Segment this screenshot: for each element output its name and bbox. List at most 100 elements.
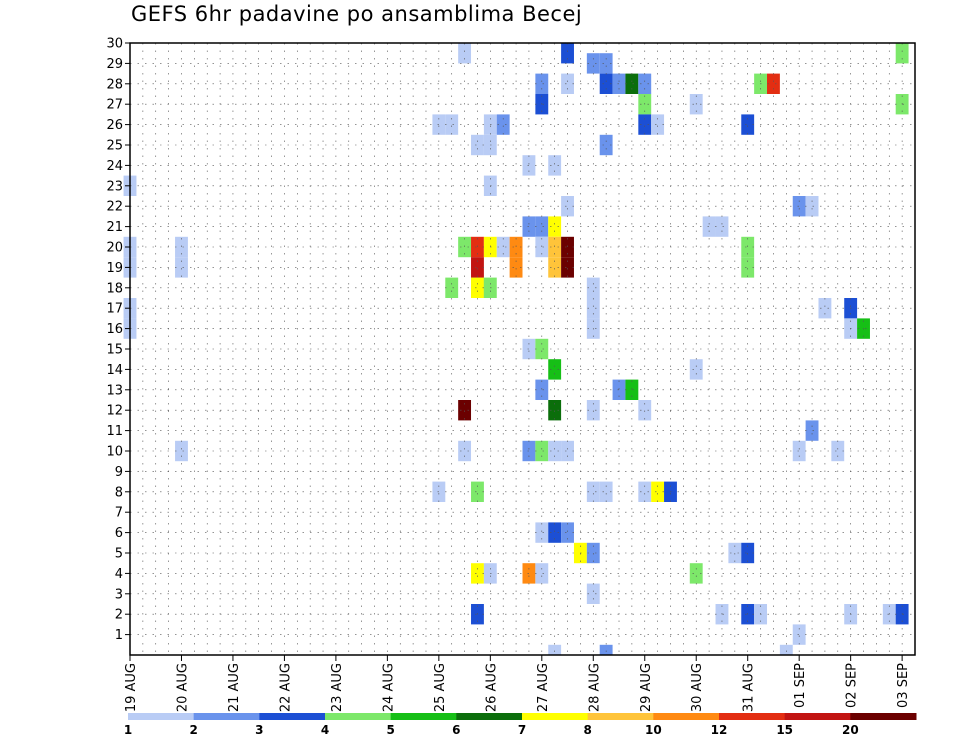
colorbar-swatch (653, 713, 720, 720)
heatmap-cell (599, 644, 613, 655)
heatmap-cell (561, 196, 574, 217)
heatmap-cell (535, 522, 549, 543)
heatmap-cell (586, 298, 600, 319)
heatmap-cell (548, 522, 562, 543)
heatmap-cell (458, 440, 472, 462)
colorbar: 1 2 3 4 5 6 7 8 10 12 15 20 (124, 713, 917, 737)
colorbar-label: 8 (583, 723, 591, 737)
heatmap-cell (689, 563, 703, 584)
heatmap-cell (535, 216, 549, 237)
colorbar-swatch (259, 713, 326, 720)
colorbar-swatch (193, 713, 260, 720)
heatmap-cell (561, 257, 574, 278)
y-tick-label: 6 (115, 526, 123, 541)
heatmap-cell (792, 440, 806, 462)
y-tick-label: 19 (106, 261, 123, 276)
heatmap-cell (445, 114, 459, 135)
y-tick-label: 2 (115, 608, 123, 623)
x-tick-label: 19 AUG (124, 663, 139, 712)
heatmap-cell (779, 644, 793, 655)
y-tick-label: 1 (115, 628, 123, 643)
y-tick-label: 23 (106, 179, 123, 194)
colorbar-label: 1 (124, 723, 132, 737)
heatmap-cell (471, 134, 484, 156)
x-tick-label: 27 AUG (536, 663, 551, 712)
heatmap-cell (535, 73, 549, 94)
heatmap-cell (586, 277, 600, 298)
y-tick-label: 21 (106, 220, 123, 235)
y-tick-label: 22 (106, 200, 123, 215)
heatmap-cell (561, 440, 574, 462)
heatmap-cell (548, 359, 562, 380)
heatmap-cell (548, 440, 562, 462)
heatmap-cell (445, 277, 459, 298)
x-tick-label: 23 AUG (330, 663, 345, 712)
x-tick-label: 25 AUG (433, 663, 448, 712)
y-tick-label: 28 (106, 77, 123, 92)
y-tick-label: 16 (106, 322, 123, 337)
heatmap-cell (561, 522, 574, 543)
y-tick-label: 5 (115, 547, 123, 562)
heatmap-cell (175, 257, 188, 278)
y-tick-label: 17 (106, 302, 123, 317)
colorbar-swatch (522, 713, 589, 720)
heatmap-cell (586, 53, 600, 74)
heatmap-cell (689, 359, 703, 380)
heatmap-cell (175, 440, 188, 462)
x-tick-label: 02 SEP (845, 663, 860, 708)
heatmap-cell (805, 196, 819, 217)
colorbar-swatch (587, 713, 654, 720)
colorbar-label: 7 (518, 723, 526, 737)
colorbar-swatch (128, 713, 195, 720)
y-tick-label: 27 (106, 98, 123, 113)
heatmap-cell (638, 114, 652, 135)
heatmap-cell (471, 481, 484, 502)
heatmap-cell (548, 216, 562, 237)
x-tick-label: 20 AUG (175, 663, 190, 712)
heatmap-cell (586, 481, 600, 502)
x-axis: 19 AUG 20 AUG 21 AUG 22 AUG 23 AUG 24 AUG 25 A… (124, 655, 911, 712)
x-tick-label: 28 AUG (587, 663, 602, 712)
y-tick-label: 18 (106, 281, 123, 296)
x-tick-label: 29 AUG (639, 663, 654, 712)
heatmap-cell (792, 196, 806, 217)
heatmap-cell (535, 440, 549, 462)
heatmap-cell (599, 53, 613, 74)
heatmap-cell (599, 134, 613, 156)
y-tick-label: 8 (115, 485, 123, 500)
colorbar-swatch (325, 713, 392, 720)
colorbar-label: 10 (645, 723, 662, 737)
heatmap-cell (471, 277, 484, 298)
heatmap-cell (548, 400, 562, 421)
heatmap-cell (767, 73, 780, 94)
x-tick-label: 30 AUG (690, 663, 705, 712)
heatmap-cell (715, 216, 729, 237)
x-tick-label: 31 AUG (742, 663, 757, 712)
y-tick-label: 15 (106, 343, 123, 358)
y-tick-label: 30 (106, 37, 123, 52)
colorbar-label: 15 (776, 723, 793, 737)
heatmap-cell (599, 73, 613, 94)
x-tick-label: 21 AUG (227, 663, 242, 712)
heatmap-cell (535, 563, 549, 584)
chart-title: GEFS 6hr padavine po ansamblima Becej (131, 2, 583, 26)
y-tick-label: 9 (115, 465, 123, 480)
heatmap-cell (895, 43, 909, 64)
heatmap-cell (638, 481, 652, 502)
heatmap-cell (496, 114, 510, 135)
x-tick-label: 01 SEP (793, 663, 808, 708)
heatmap-cell (625, 379, 639, 400)
heatmap-cell (548, 644, 562, 655)
heatmap-cell (651, 114, 665, 135)
x-tick-label: 26 AUG (484, 663, 499, 712)
y-tick-label: 26 (106, 118, 123, 133)
heatmap-cell (741, 257, 755, 278)
heatmap-cell (625, 73, 639, 94)
colorbar-swatch (390, 713, 457, 720)
y-tick-label: 29 (106, 57, 123, 72)
colorbar-label: 6 (452, 723, 460, 737)
heatmap-cell (612, 73, 626, 94)
colorbar-label: 20 (842, 723, 859, 737)
heatmap-cell (586, 583, 600, 604)
